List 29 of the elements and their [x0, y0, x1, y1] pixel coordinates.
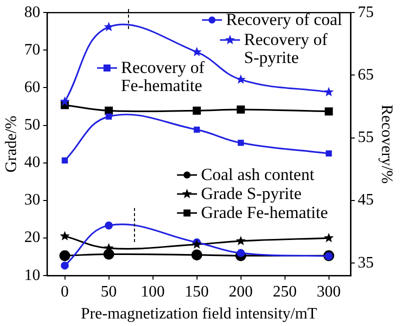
y-tick-label: 30 [24, 192, 40, 209]
y-tick-label: 50 [24, 116, 40, 134]
x-tick-label: 100 [140, 283, 165, 300]
y2-tick-label: 45 [358, 192, 374, 209]
y-tick-label: 60 [24, 78, 40, 96]
x-tick-label: 50 [100, 283, 117, 300]
y-axis-title: Grade/% [2, 116, 20, 173]
y2-axis-title: Recovery/% [378, 104, 396, 184]
legend-label: Recovery of S-pyrite [244, 30, 329, 67]
y2-tick-label: 75 [358, 4, 374, 21]
y-tick-label: 40 [24, 154, 40, 172]
x-axis-title: Pre-magnetization field intensity/mT [80, 306, 318, 323]
x-tick-label: 300 [316, 283, 341, 300]
legend-label: Recovery of coal [226, 10, 342, 29]
x-tick-label: 150 [184, 283, 209, 300]
legend-label: Recovery of Fe-hematite [121, 58, 206, 95]
x-tick-label: 200 [228, 283, 253, 300]
y2-tick-label: 65 [358, 66, 374, 84]
x-tick-label: 0 [60, 283, 69, 300]
y-tick-label: 10 [24, 266, 40, 284]
y-tick-label: 70 [24, 41, 40, 58]
y2-tick-label: 55 [358, 129, 374, 146]
y-tick-label: 80 [24, 4, 40, 21]
legend-label: Coal ash content [201, 165, 314, 184]
legend-label: Grade Fe-hematite [201, 203, 328, 222]
x-tick-label: 250 [272, 283, 297, 300]
y2-tick-label: 35 [358, 254, 374, 272]
y-tick-label: 20 [24, 229, 40, 246]
legend-label: Grade S-pyrite [201, 184, 302, 203]
